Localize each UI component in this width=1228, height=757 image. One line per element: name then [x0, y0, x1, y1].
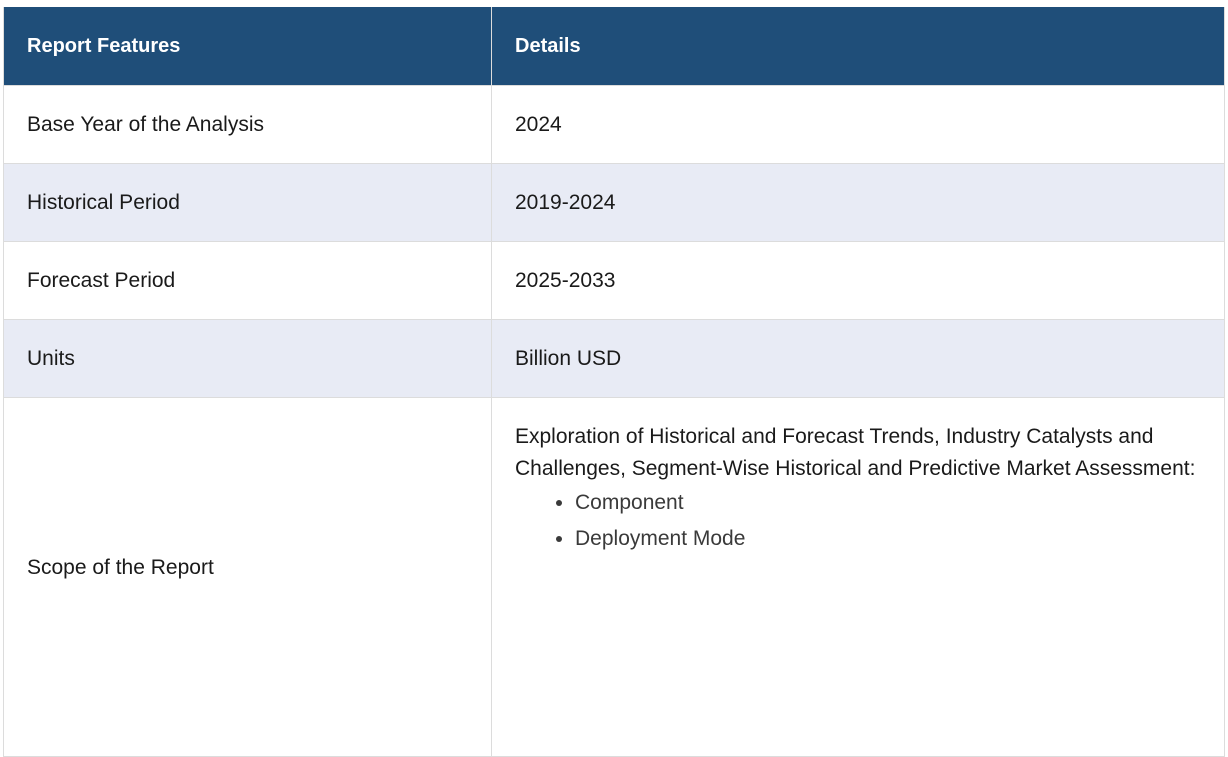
table-row: Base Year of the Analysis 2024: [3, 85, 1225, 164]
detail-cell: 2024: [491, 85, 1225, 164]
table-row: Units Billion USD: [3, 319, 1225, 398]
feature-cell: Historical Period: [3, 163, 492, 242]
list-item: Deployment Mode: [575, 521, 1204, 557]
detail-cell: Billion USD: [491, 319, 1225, 398]
scope-list: Component Deployment Mode: [515, 485, 1204, 557]
feature-cell: Base Year of the Analysis: [3, 85, 492, 164]
header-report-features: Report Features: [3, 7, 492, 86]
table-row: Historical Period 2019-2024: [3, 163, 1225, 242]
feature-cell: Units: [3, 319, 492, 398]
detail-cell: 2019-2024: [491, 163, 1225, 242]
report-features-table: Report Features Details Base Year of the…: [3, 7, 1225, 757]
table-header-row: Report Features Details: [3, 7, 1225, 86]
table-row: Forecast Period 2025-2033: [3, 241, 1225, 320]
scope-detail-cell: Exploration of Historical and Forecast T…: [491, 397, 1225, 757]
list-item: Component: [575, 485, 1204, 521]
feature-cell: Forecast Period: [3, 241, 492, 320]
header-details: Details: [491, 7, 1225, 86]
feature-cell: Scope of the Report: [3, 397, 492, 757]
table-row-scope: Scope of the Report Exploration of Histo…: [3, 397, 1225, 757]
scope-intro: Exploration of Historical and Forecast T…: [515, 425, 1196, 480]
detail-cell: 2025-2033: [491, 241, 1225, 320]
